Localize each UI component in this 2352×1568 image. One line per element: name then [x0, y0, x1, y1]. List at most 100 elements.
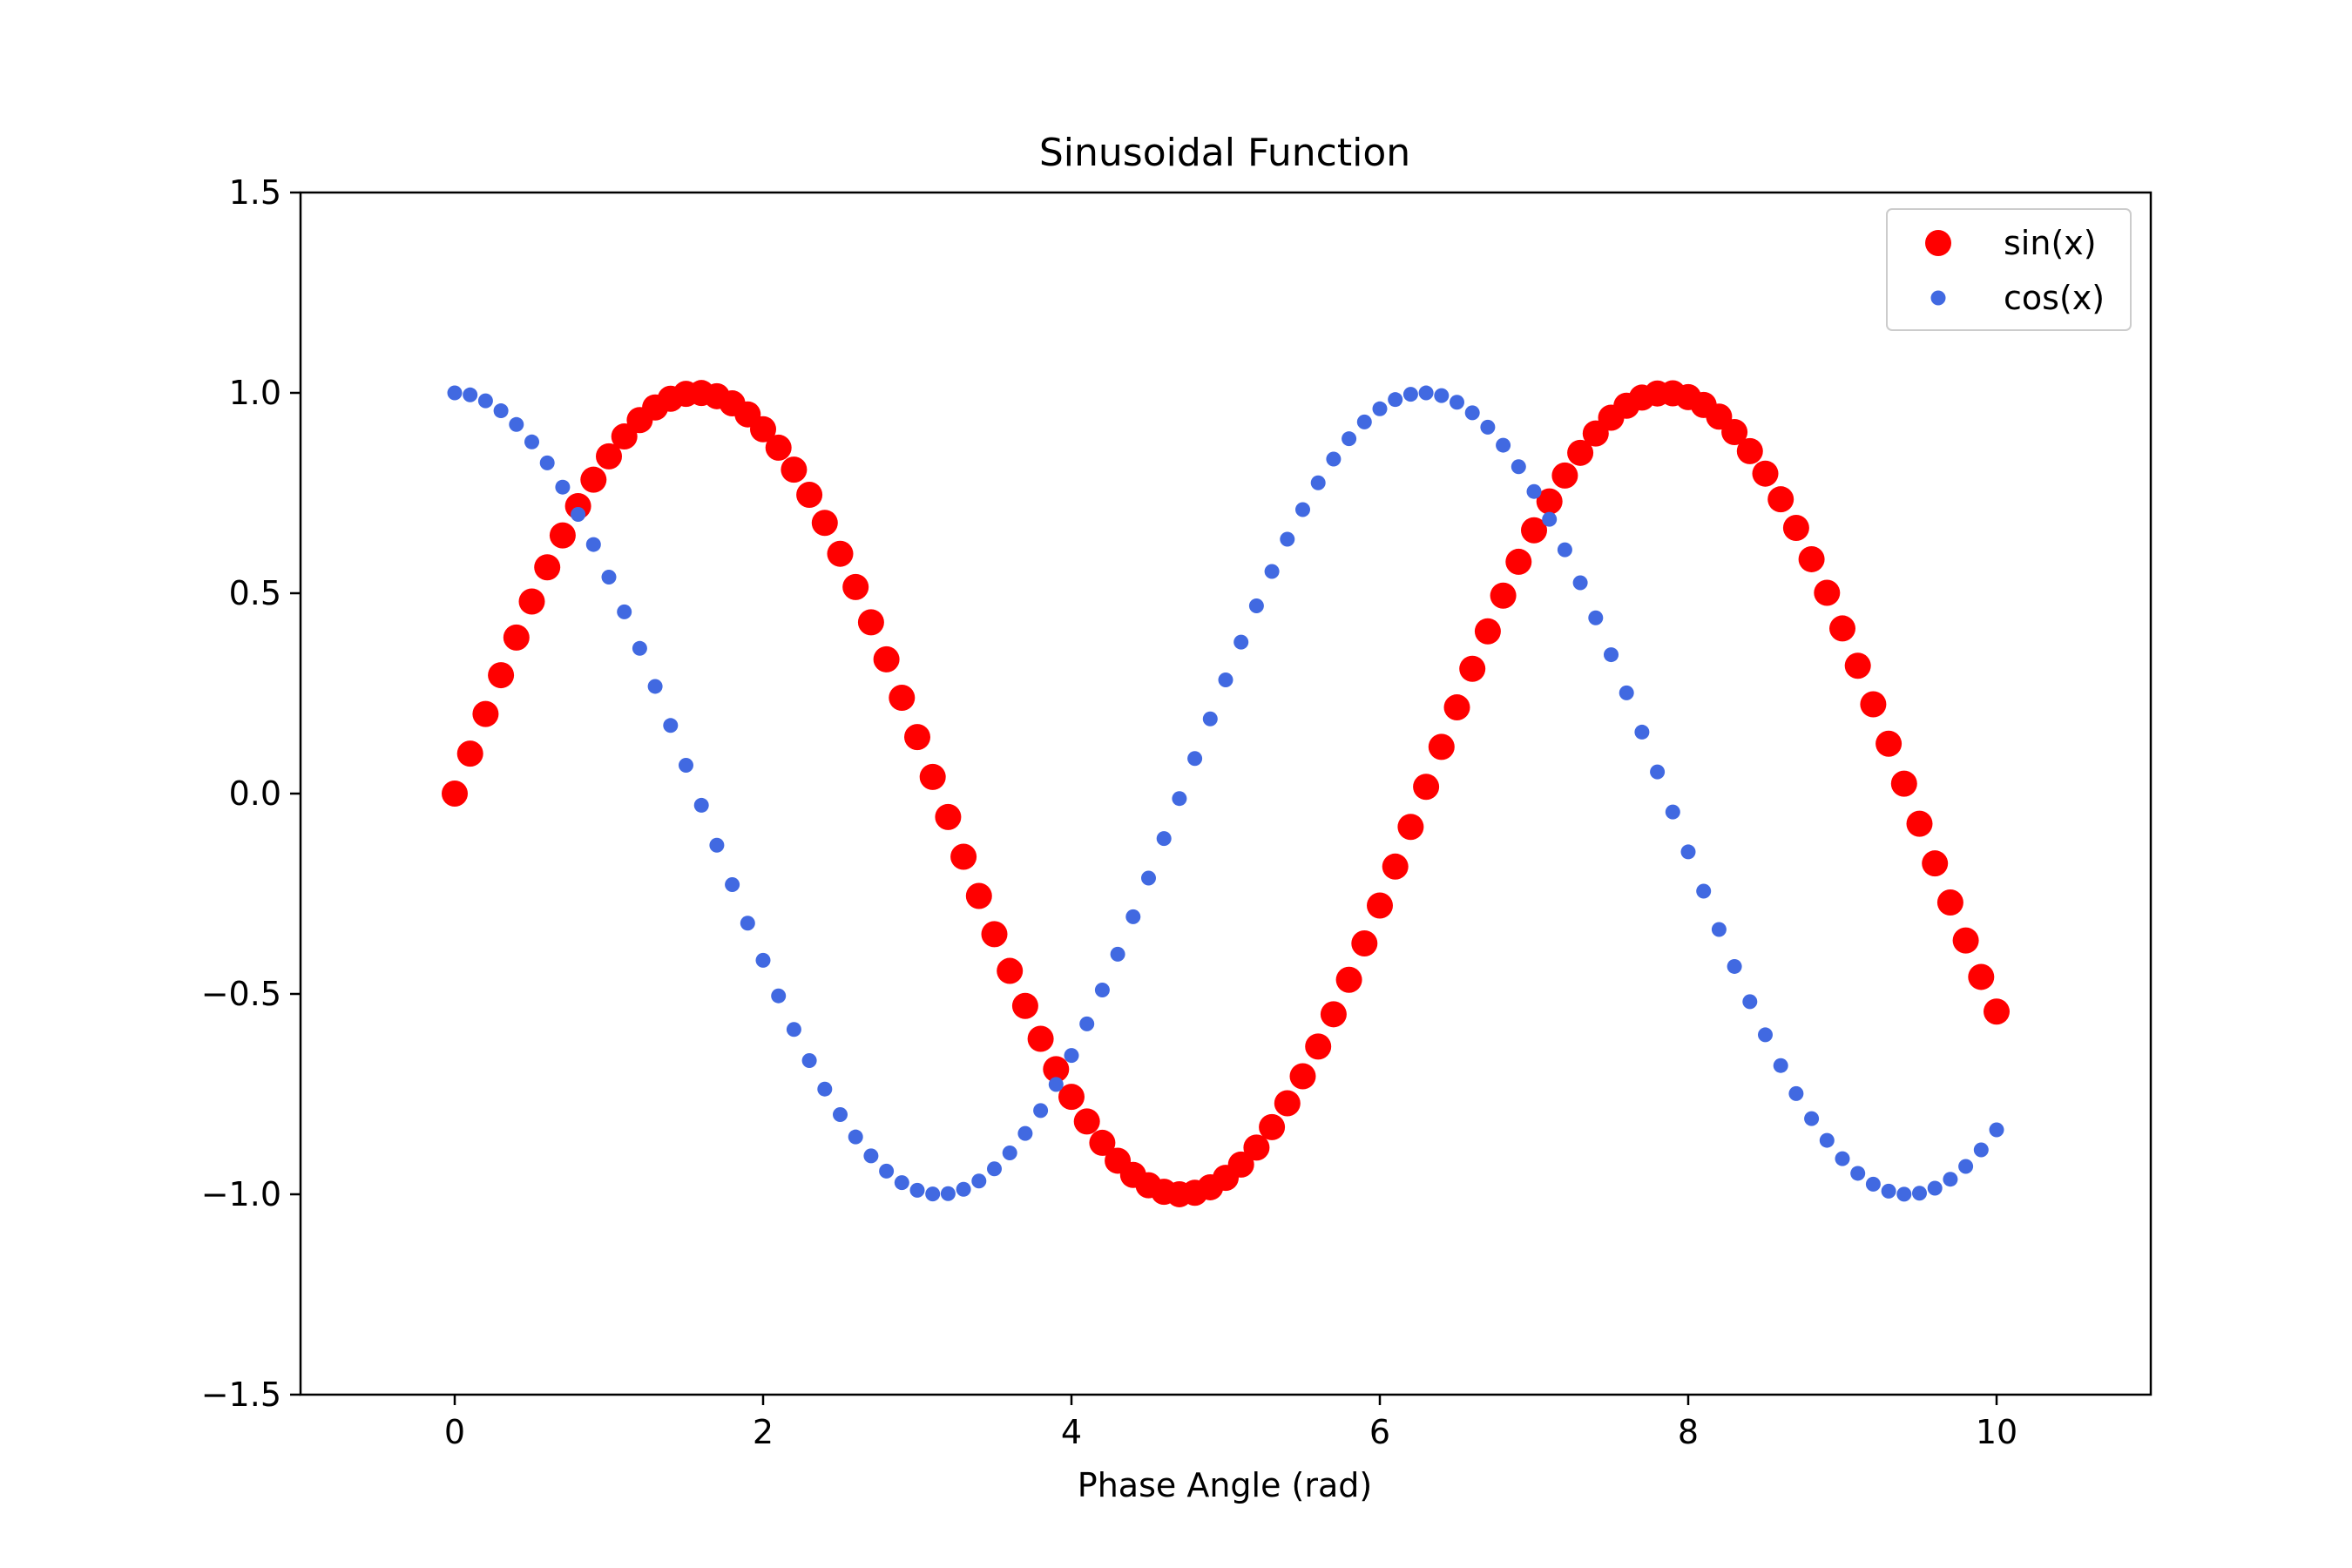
data-point-sin-x — [781, 456, 808, 483]
data-point-cos-x — [971, 1173, 987, 1189]
data-point-sin-x — [1890, 770, 1917, 797]
data-point-cos-x — [493, 403, 509, 419]
data-point-cos-x — [1141, 870, 1156, 886]
y-tick-label: 1.0 — [229, 374, 281, 412]
data-point-sin-x — [1829, 615, 1855, 642]
data-point-cos-x — [1480, 419, 1496, 435]
data-point-cos-x — [1511, 459, 1526, 475]
data-point-sin-x — [1551, 462, 1578, 489]
data-point-cos-x — [1989, 1122, 2004, 1138]
data-point-cos-x — [539, 455, 555, 470]
data-point-cos-x — [709, 837, 725, 853]
data-point-cos-x — [1572, 575, 1588, 591]
data-point-cos-x — [1542, 511, 1558, 527]
data-point-cos-x — [1973, 1142, 1989, 1158]
data-point-sin-x — [765, 434, 792, 461]
data-point-sin-x — [1243, 1134, 1270, 1161]
data-point-sin-x — [1320, 1001, 1347, 1028]
data-point-cos-x — [817, 1081, 833, 1097]
legend-label-sin: sin(x) — [2004, 224, 2097, 262]
data-point-cos-x — [463, 387, 478, 402]
data-point-sin-x — [1860, 691, 1887, 718]
chart-title: Sinusoidal Function — [1039, 131, 1410, 175]
x-tick-label: 8 — [1678, 1413, 1699, 1451]
data-point-cos-x — [1742, 994, 1758, 1010]
data-point-sin-x — [889, 684, 916, 711]
data-point-cos-x — [585, 537, 601, 552]
data-point-sin-x — [1906, 810, 1933, 837]
data-point-cos-x — [1665, 804, 1680, 820]
series-sin-x — [442, 380, 2010, 1207]
y-tick-label: −1.0 — [201, 1175, 281, 1213]
data-point-cos-x — [1079, 1016, 1095, 1031]
data-point-cos-x — [1881, 1183, 1896, 1199]
data-point-cos-x — [601, 569, 617, 585]
x-tick-label: 4 — [1061, 1413, 1082, 1451]
y-tick-label: −1.5 — [201, 1375, 281, 1414]
y-tick-label: 0.5 — [229, 574, 281, 612]
data-point-cos-x — [987, 1161, 1002, 1177]
data-point-cos-x — [1927, 1180, 1943, 1196]
legend: sin(x) cos(x) — [1886, 208, 2132, 331]
data-point-sin-x — [611, 423, 638, 450]
data-point-cos-x — [1650, 764, 1666, 780]
data-point-sin-x — [1752, 460, 1779, 487]
data-point-cos-x — [1557, 542, 1572, 558]
data-point-cos-x — [509, 416, 524, 432]
data-point-sin-x — [1073, 1108, 1100, 1135]
data-point-sin-x — [580, 466, 607, 493]
data-point-sin-x — [1814, 579, 1841, 606]
data-point-cos-x — [1526, 483, 1542, 499]
data-point-cos-x — [1110, 946, 1125, 962]
data-point-cos-x — [1402, 387, 1418, 402]
series-cos-x — [447, 385, 2004, 1202]
data-point-sin-x — [1474, 618, 1501, 645]
data-point-sin-x — [1367, 892, 1393, 919]
data-point-sin-x — [842, 573, 869, 600]
data-point-cos-x — [1450, 395, 1464, 410]
data-point-cos-x — [1233, 634, 1249, 650]
y-tick-label: −0.5 — [201, 975, 281, 1013]
data-point-cos-x — [1896, 1186, 1912, 1202]
data-point-cos-x — [1033, 1103, 1049, 1119]
data-point-cos-x — [617, 604, 632, 619]
data-point-cos-x — [1958, 1159, 1974, 1174]
data-point-sin-x — [1536, 488, 1563, 515]
data-point-sin-x — [1952, 927, 1979, 954]
data-point-sin-x — [1736, 437, 1763, 464]
data-point-cos-x — [1588, 610, 1604, 625]
data-point-cos-x — [1342, 431, 1357, 447]
data-point-sin-x — [965, 882, 992, 909]
data-point-sin-x — [857, 609, 884, 636]
legend-marker-sin — [1925, 230, 1951, 256]
data-point-sin-x — [981, 921, 1008, 948]
data-point-sin-x — [518, 588, 545, 615]
data-point-cos-x — [1850, 1166, 1866, 1181]
data-point-cos-x — [1295, 502, 1310, 517]
data-point-sin-x — [1382, 853, 1409, 880]
data-point-cos-x — [956, 1181, 971, 1197]
data-point-cos-x — [940, 1186, 956, 1201]
data-point-sin-x — [1505, 548, 1532, 575]
data-point-cos-x — [894, 1175, 909, 1191]
data-point-cos-x — [1002, 1146, 1017, 1161]
data-point-sin-x — [1567, 439, 1594, 466]
data-point-cos-x — [663, 718, 679, 733]
data-point-sin-x — [442, 781, 468, 807]
data-point-sin-x — [1936, 889, 1963, 916]
data-point-sin-x — [1443, 694, 1470, 721]
data-point-cos-x — [1172, 791, 1187, 807]
data-point-sin-x — [534, 554, 561, 581]
data-point-cos-x — [555, 479, 571, 495]
data-point-sin-x — [1428, 733, 1455, 760]
x-tick-label: 6 — [1369, 1413, 1390, 1451]
data-point-cos-x — [1943, 1172, 1958, 1187]
data-point-cos-x — [679, 757, 693, 773]
data-point-sin-x — [796, 481, 823, 508]
data-point-sin-x — [488, 662, 515, 689]
data-point-sin-x — [997, 957, 1024, 984]
data-point-sin-x — [472, 700, 499, 727]
data-point-cos-x — [477, 393, 493, 409]
data-point-sin-x — [1058, 1084, 1085, 1111]
